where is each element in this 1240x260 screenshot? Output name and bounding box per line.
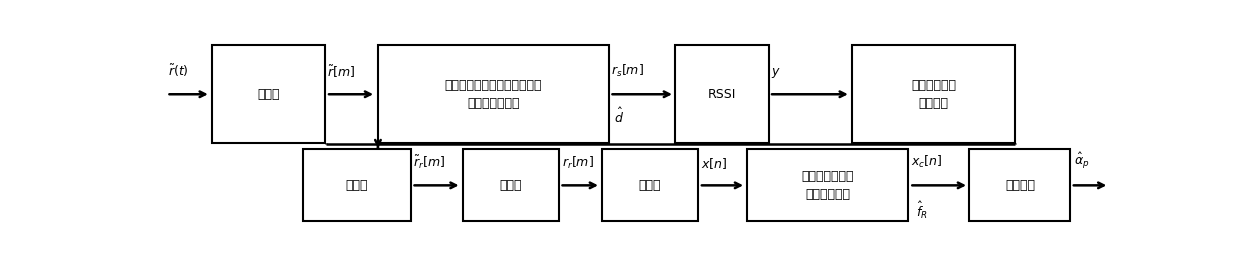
Bar <box>676 45 769 143</box>
Text: 升采样: 升采样 <box>257 88 280 101</box>
Text: $\hat{d}$: $\hat{d}$ <box>614 107 625 126</box>
Bar <box>601 149 698 222</box>
Text: $r_r[m]$: $r_r[m]$ <box>562 155 594 171</box>
Text: 重采样: 重采样 <box>346 179 368 192</box>
Text: $x[n]$: $x[n]$ <box>701 157 727 171</box>
Text: 信号检测、定时同步、多普勒
拓展的初略估计: 信号检测、定时同步、多普勒 拓展的初略估计 <box>444 79 542 110</box>
Bar <box>303 149 410 222</box>
Text: $r_s[m]$: $r_s[m]$ <box>610 63 644 79</box>
Text: 降采样: 降采样 <box>639 179 661 192</box>
Text: 多普勒拓展的
精确估计: 多普勒拓展的 精确估计 <box>911 79 956 110</box>
Text: 下变频: 下变频 <box>500 179 522 192</box>
Text: 载波频率偏移量
小数部分估计: 载波频率偏移量 小数部分估计 <box>801 170 854 201</box>
Bar <box>970 149 1070 222</box>
Text: $\hat{\alpha}_p$: $\hat{\alpha}_p$ <box>1074 151 1089 171</box>
Text: $\hat{f}_R$: $\hat{f}_R$ <box>916 199 928 220</box>
Text: RSSI: RSSI <box>708 88 737 101</box>
Bar <box>746 149 909 222</box>
Bar <box>212 45 325 143</box>
Text: 信道估计: 信道估计 <box>1004 179 1035 192</box>
Bar <box>463 149 558 222</box>
Text: $\tilde{r}_r[m]$: $\tilde{r}_r[m]$ <box>413 154 445 171</box>
Text: $y$: $y$ <box>771 66 781 80</box>
Text: $\tilde{r}[m]$: $\tilde{r}[m]$ <box>327 64 355 80</box>
Bar <box>378 45 609 143</box>
Text: $x_c[n]$: $x_c[n]$ <box>911 154 942 170</box>
Text: $\tilde{r}(t)$: $\tilde{r}(t)$ <box>169 63 190 79</box>
Bar <box>852 45 1016 143</box>
